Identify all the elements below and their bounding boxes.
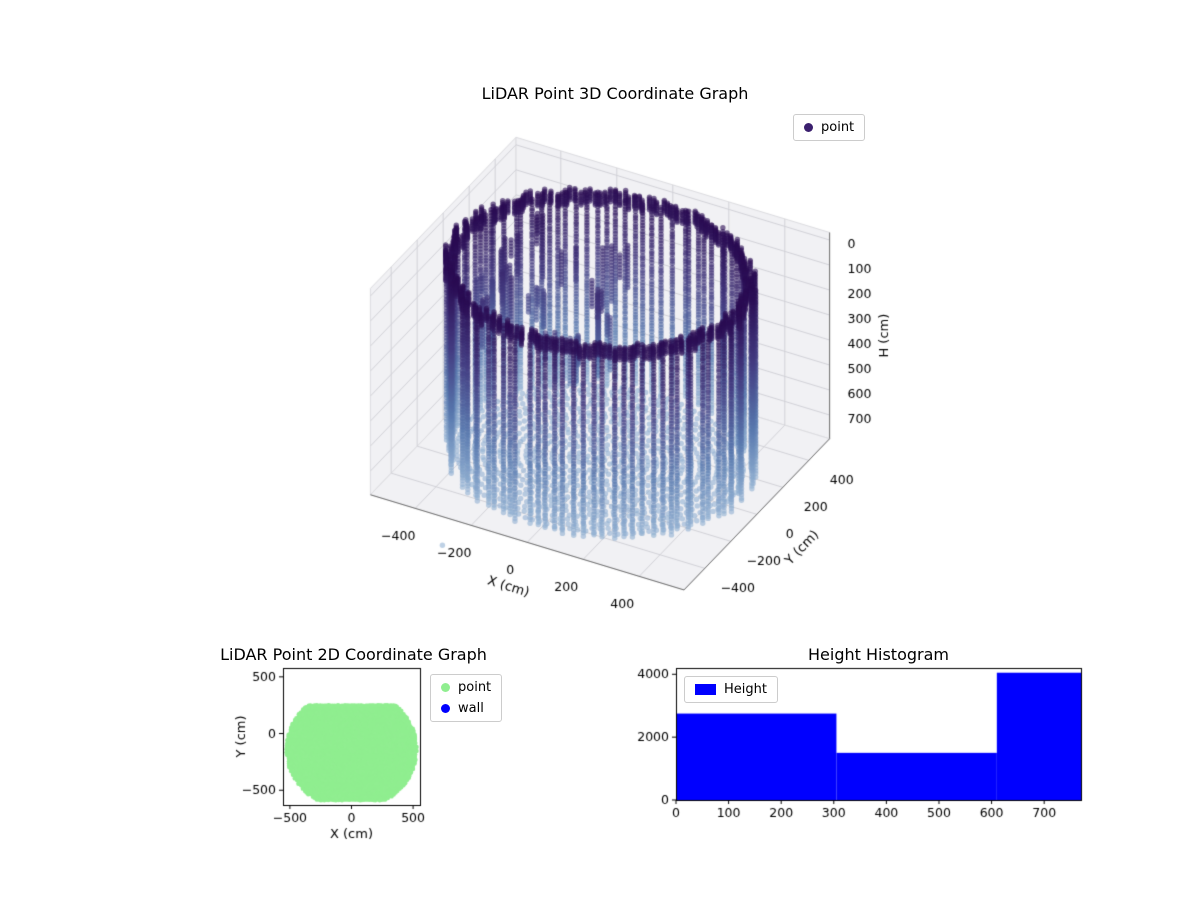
legend-label-point-3d: point	[821, 120, 855, 135]
legend-item-wall-2d: wall	[441, 701, 491, 716]
legend-item-point-3d: point	[804, 120, 854, 135]
legend-item-height: Height	[695, 682, 767, 697]
legend-label-height: Height	[724, 682, 767, 697]
chart-title-2d: LiDAR Point 2D Coordinate Graph	[220, 645, 487, 664]
point-marker-icon	[441, 683, 450, 692]
legend-item-point-2d: point	[441, 680, 491, 695]
legend-3d: point	[793, 114, 866, 141]
legend-hist: Height	[684, 676, 778, 703]
legend-2d: point wall	[430, 674, 503, 722]
legend-label-wall-2d: wall	[458, 701, 484, 716]
wall-marker-icon	[441, 704, 450, 713]
legend-label-point-2d: point	[458, 680, 492, 695]
point-marker-icon	[804, 123, 813, 132]
height-marker-icon	[695, 684, 716, 695]
chart-title-3d: LiDAR Point 3D Coordinate Graph	[481, 84, 749, 103]
chart-title-hist: Height Histogram	[808, 645, 949, 664]
